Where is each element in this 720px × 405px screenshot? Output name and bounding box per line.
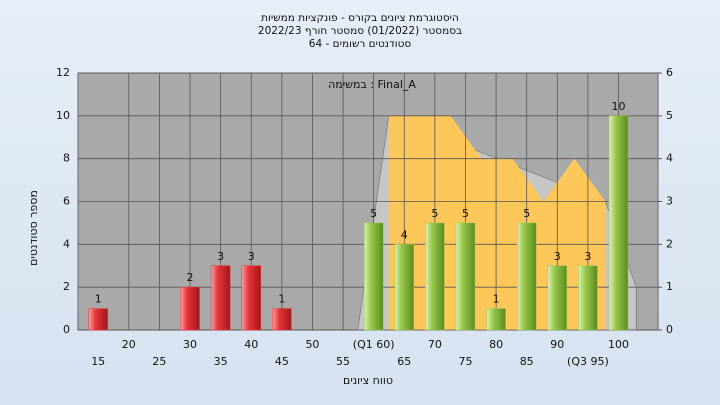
bar (486, 308, 506, 331)
value-label: 5 (523, 207, 530, 220)
x-tick-label: 85 (520, 355, 534, 368)
bar (455, 222, 476, 331)
x-tick-label: 40 (244, 338, 258, 351)
y-axis-label: מספר סטודנטים (27, 190, 40, 266)
value-label: 3 (554, 250, 561, 263)
y-tick-label: 4 (63, 237, 70, 250)
y2-tick-label: 5 (666, 109, 673, 122)
x-tick-label: 100 (608, 338, 629, 351)
x-tick-label: 50 (305, 338, 319, 351)
y-tick-label: 8 (63, 152, 70, 165)
value-label: 1 (278, 293, 285, 306)
x-tick-label: 75 (458, 355, 472, 368)
x-tick-label: 15 (91, 355, 105, 368)
value-label: 3 (584, 250, 591, 263)
bar (547, 265, 568, 331)
y2-tick-label: 4 (666, 152, 673, 165)
annotation: במשימה : Final_A (328, 78, 416, 91)
bar (180, 286, 200, 331)
x-tick-label: (Q1 60) (353, 338, 395, 351)
subtitle: בסמסטר (01/2022) סמסטר חורף 2022/23 (258, 25, 462, 37)
value-label: 5 (370, 207, 377, 220)
y2-tick-label: 0 (666, 323, 673, 336)
x-tick-label: 65 (397, 355, 411, 368)
x-tick-label: 35 (214, 355, 228, 368)
value-label: 10 (612, 100, 626, 113)
x-tick-label: 90 (550, 338, 564, 351)
x-tick-label: 30 (183, 338, 197, 351)
bar (363, 222, 384, 331)
bar (394, 244, 415, 331)
y2-tick-label: 3 (666, 195, 673, 208)
bar (608, 115, 629, 331)
y-tick-label: 2 (63, 280, 70, 293)
value-label: 1 (493, 293, 500, 306)
y-tick-label: 0 (63, 323, 70, 336)
value-label: 2 (187, 271, 194, 284)
bar (88, 308, 108, 331)
x-tick-label: 80 (489, 338, 503, 351)
value-label: 4 (401, 228, 408, 241)
value-label: 1 (95, 293, 102, 306)
x-axis-label: טווח ציונים (343, 374, 393, 387)
chart-title: היסטוגרמת ציונים בקורס - פונקציות ממשיות (261, 12, 459, 24)
subtitle: סטודנטים רשומים - 64 (309, 38, 412, 50)
y-tick-label: 6 (63, 195, 70, 208)
y2-tick-label: 2 (666, 237, 673, 250)
x-tick-label: (Q3 95) (567, 355, 609, 368)
value-label: 5 (431, 207, 438, 220)
value-label: 5 (462, 207, 469, 220)
value-label: 3 (248, 250, 255, 263)
bar (516, 222, 537, 331)
y2-tick-label: 1 (666, 280, 673, 293)
x-tick-label: 55 (336, 355, 350, 368)
bar (210, 265, 231, 331)
x-tick-label: 25 (152, 355, 166, 368)
y2-tick-label: 6 (666, 66, 673, 79)
y-tick-label: 10 (56, 109, 70, 122)
value-label: 3 (217, 250, 224, 263)
y-tick-label: 12 (56, 66, 70, 79)
bar (241, 265, 261, 331)
bar (272, 308, 292, 331)
x-tick-label: 45 (275, 355, 289, 368)
bar (578, 265, 598, 331)
bar (425, 222, 445, 331)
x-tick-label: 70 (428, 338, 442, 351)
x-tick-label: 20 (122, 338, 136, 351)
